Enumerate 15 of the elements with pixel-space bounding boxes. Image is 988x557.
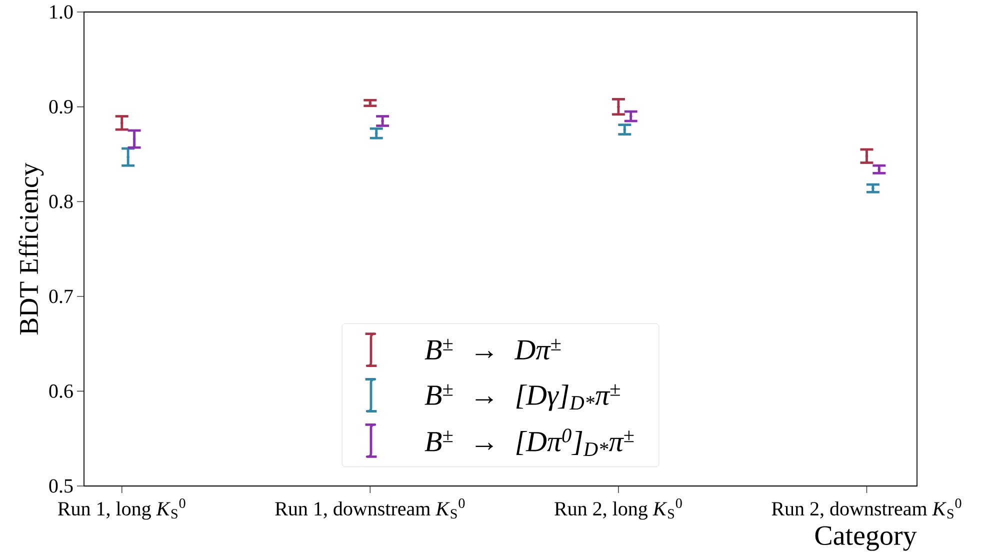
- legend-label: B$^{±}$ → [Dπ$^{0}$]$_{D*}$π$^{±}$: [424, 428, 634, 456]
- x-tick-label: Run 1, long K$_{S}$0: [58, 498, 186, 520]
- x-axis-title: Category: [815, 526, 917, 551]
- x-tick-label: Run 1, downstream K$_{S}$0: [275, 498, 465, 519]
- y-tick-label: 0.6: [49, 384, 73, 398]
- y-tick-label: 0.8: [49, 194, 73, 208]
- legend-label: B$^{±}$ → [Dγ]$_{D*}$π$^{±}$: [424, 384, 620, 411]
- y-tick-label: 1.0: [50, 5, 73, 19]
- y-tick-label: 0.5: [49, 479, 73, 493]
- legend-label: B$^{±}$ → Dπ$^{±}$: [424, 338, 561, 360]
- y-tick-label: 0.7: [49, 290, 73, 304]
- x-tick-label: Run 2, long K$_{S}$0: [554, 498, 682, 520]
- y-axis-title: BDT Efficiency: [18, 162, 44, 335]
- y-tick-label: 0.9: [49, 100, 73, 114]
- x-tick-label: Run 2, downstream K$_{S}$0: [772, 498, 962, 519]
